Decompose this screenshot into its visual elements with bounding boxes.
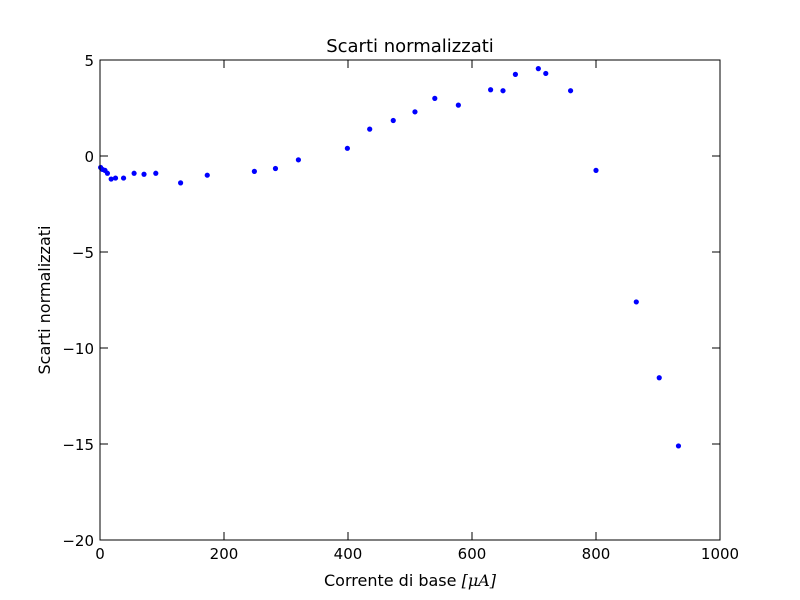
x-tick-label: 400 <box>334 545 363 563</box>
data-point <box>141 171 147 177</box>
data-point <box>251 168 257 174</box>
x-tick-label: 600 <box>458 545 487 563</box>
axis-ticks: 0 200 400 600 800 1000 5 0 −5 −10 −15 −20 <box>62 52 739 563</box>
y-tick-label: −20 <box>62 532 94 550</box>
data-point <box>675 443 682 449</box>
chart-title: Scarti normalizzati <box>326 36 494 57</box>
y-tick-label: 5 <box>84 52 94 70</box>
data-point <box>512 71 519 77</box>
y-tick-label: −5 <box>72 244 94 262</box>
data-point <box>131 170 137 176</box>
data-point <box>543 70 549 77</box>
data-point <box>390 117 396 124</box>
data-point <box>593 167 599 173</box>
y-tick-label: 0 <box>84 148 94 166</box>
data-point <box>178 180 184 186</box>
y-tick-label: −15 <box>62 436 94 454</box>
data-point <box>567 88 574 94</box>
data-point <box>535 66 541 72</box>
data-point <box>104 170 111 176</box>
data-point <box>455 102 461 108</box>
data-point <box>153 170 159 176</box>
y-axis-label: Scarti normalizzati <box>35 226 54 375</box>
data-point <box>120 175 127 181</box>
data-point <box>344 145 350 151</box>
data-point <box>204 172 210 178</box>
x-tick-label: 1000 <box>701 545 739 563</box>
data-point <box>272 165 279 172</box>
data-point <box>500 88 506 94</box>
data-point <box>112 175 119 181</box>
data-point <box>295 157 301 163</box>
x-tick-label: 800 <box>582 545 611 563</box>
data-point <box>412 109 418 115</box>
data-point <box>367 126 373 132</box>
x-tick-label: 200 <box>210 545 239 563</box>
data-point <box>633 299 639 305</box>
data-point <box>108 176 114 182</box>
y-tick-label: −10 <box>62 340 94 358</box>
x-tick-label: 0 <box>95 545 105 563</box>
data-point <box>488 87 494 93</box>
data-point <box>432 95 438 101</box>
plot-frame <box>99 59 721 541</box>
data-point <box>656 375 662 381</box>
data-points <box>98 66 682 449</box>
x-axis-label: Corrente di base [μA] <box>324 571 497 590</box>
